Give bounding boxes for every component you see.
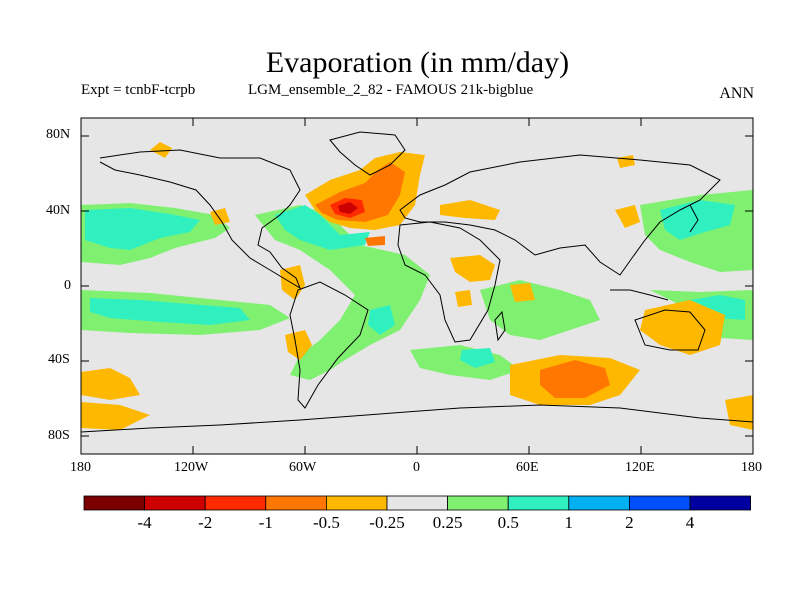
colorbar-swatch	[386, 495, 448, 511]
lon-tick-label: 180	[741, 460, 762, 475]
lat-tick-label: 0	[64, 278, 71, 293]
colorbar-swatch	[265, 495, 327, 511]
coast-north-america	[99, 149, 302, 290]
colorbar-swatch	[507, 495, 570, 511]
colorbar-label: -1	[259, 513, 273, 532]
lat-tick-label: 80N	[46, 127, 71, 142]
colorbar-label: 2	[625, 513, 634, 532]
contour-cyan-mozambique	[460, 348, 495, 368]
contour-orange-south-pacific	[81, 368, 140, 400]
lat-tick-label: 80S	[48, 428, 70, 443]
run-label: LGM_ensemble_2_82 - FAMOUS 21k-bigblue	[248, 82, 534, 98]
contour-cyan-north-atlantic	[275, 205, 370, 250]
contour-orange-south-pacific-2	[81, 402, 150, 430]
contour-orange-congo	[455, 290, 472, 307]
coast-indonesia	[610, 289, 669, 301]
colorbar-label: 1	[565, 513, 574, 532]
colorbar-swatch	[83, 495, 145, 511]
lon-tick-label: 60W	[289, 460, 317, 475]
colorbar-label: 0.25	[433, 513, 463, 532]
colorbar-swatch	[629, 495, 691, 511]
contour-orange-west-pacific-small	[615, 205, 640, 228]
lat-tick-label: 40S	[48, 352, 70, 367]
contour-orange-europe	[440, 200, 500, 220]
coast-japan	[689, 204, 699, 233]
lat-tick-label: 40N	[46, 203, 71, 218]
colorbar-label: -0.25	[369, 513, 404, 532]
contour-fields	[81, 142, 753, 430]
contour-darkorange-south-indian	[540, 360, 610, 398]
lon-tick-label: 0	[413, 460, 420, 475]
coastlines	[81, 131, 753, 433]
contour-darkorange-gulf	[365, 236, 385, 246]
lon-tick-label: 180	[70, 460, 91, 475]
colorbar-swatch	[689, 495, 751, 511]
contour-orange-sahara	[450, 255, 495, 282]
experiment-label: Expt = tcnbF-tcrpb	[81, 82, 196, 98]
coast-africa	[397, 221, 501, 343]
colorbar-label: 4	[686, 513, 695, 532]
coast-south-america	[289, 281, 369, 409]
contour-green-indian-ocean	[480, 280, 600, 340]
colorbar-swatch	[204, 495, 267, 511]
lon-tick-label: 120E	[625, 460, 655, 475]
colorbar-swatch	[144, 495, 206, 511]
colorbar-label: -0.5	[313, 513, 340, 532]
coast-europe-asia	[399, 154, 721, 276]
coast-greenland	[329, 131, 406, 176]
plot-title: Evaporation (in mm/day)	[265, 46, 570, 79]
contour-orange-arctic	[150, 142, 172, 158]
contour-cyan-equatorial-pacific	[90, 298, 250, 325]
contour-darkred-north-atlantic	[338, 202, 358, 214]
coast-madagascar	[494, 310, 506, 342]
colorbar-swatch	[568, 495, 630, 511]
contour-orange-east-africa	[510, 283, 535, 302]
contour-green-atlantic	[255, 205, 430, 380]
axis-ticks	[81, 118, 753, 454]
colorbar-label: -4	[138, 513, 153, 532]
lon-tick-label: 120W	[174, 460, 209, 475]
colorbar-swatches	[83, 495, 751, 511]
colorbar-label: -2	[198, 513, 212, 532]
coast-australia	[634, 309, 706, 351]
coast-antarctica	[81, 404, 753, 433]
season-label: ANN	[719, 85, 754, 102]
contour-orange-brazil	[285, 330, 312, 360]
contour-cyan-north-pacific	[85, 208, 200, 250]
colorbar-labels: -4 -2 -1 -0.5 -0.25 0.25 0.5 1 2 4	[138, 513, 695, 532]
lon-tick-label: 60E	[516, 460, 539, 475]
colorbar-label: 0.5	[498, 513, 519, 532]
contour-cyan-south-atlantic	[368, 305, 395, 335]
contour-orange-mexico	[280, 265, 305, 300]
colorbar-swatch	[447, 495, 509, 511]
colorbar-swatch	[325, 495, 388, 511]
contour-orange-australia	[640, 300, 725, 355]
